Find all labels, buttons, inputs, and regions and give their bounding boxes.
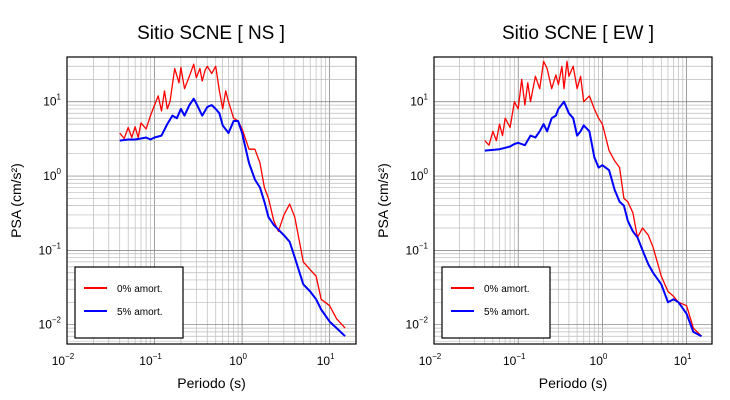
y-tick-label: 10−1 bbox=[39, 241, 62, 257]
plot-frame bbox=[66, 56, 357, 345]
x-axis-label: Periodo (s) bbox=[539, 375, 607, 391]
series-line-undamped bbox=[484, 60, 702, 337]
legend-label: 5% amort. bbox=[484, 307, 530, 318]
x-tick-label: 101 bbox=[317, 352, 335, 368]
y-tick-label: 10−1 bbox=[406, 241, 429, 257]
y-tick-label: 10−2 bbox=[39, 316, 62, 332]
legend-box bbox=[441, 266, 551, 339]
gridlines bbox=[67, 57, 356, 344]
y-axis-label: PSA (cm/s²) bbox=[8, 163, 24, 238]
series-line-undamped bbox=[119, 63, 346, 329]
x-tick-label: 101 bbox=[674, 352, 692, 368]
y-tick-label: 100 bbox=[410, 167, 428, 183]
legend: 0% amort. 5% amort. bbox=[74, 266, 184, 339]
y-tick-label: 101 bbox=[410, 93, 428, 109]
chart-panel-1: 10−2 10−1 100 101 10−2 10−1 100 101 Sitio SCNE [… bbox=[8, 23, 357, 391]
x-tick-label: 100 bbox=[229, 352, 247, 368]
y-tick-label: 101 bbox=[43, 93, 61, 109]
x-axis-label: Periodo (s) bbox=[177, 375, 245, 391]
legend-label: 0% amort. bbox=[117, 284, 163, 295]
chart-panel-2: 10−2 10−1 100 101 10−2 10−1 100 101 Sitio SCNE [… bbox=[375, 23, 713, 391]
series-line-damped bbox=[119, 97, 346, 337]
y-axis-label: PSA (cm/s²) bbox=[375, 163, 391, 238]
y-tick-label: 100 bbox=[43, 167, 61, 183]
x-tick-label: 10−2 bbox=[419, 352, 442, 368]
legend-box bbox=[74, 266, 184, 339]
chart-title: Sitio SCNE [ NS ] bbox=[137, 23, 285, 44]
legend: 0% amort. 5% amort. bbox=[441, 266, 551, 339]
chart-title: Sitio SCNE [ EW ] bbox=[502, 23, 654, 44]
plot-frame bbox=[433, 56, 713, 345]
series-line-damped bbox=[484, 100, 702, 338]
x-tick-label: 10−1 bbox=[503, 352, 526, 368]
x-tick-label: 10−1 bbox=[139, 352, 162, 368]
legend-label: 0% amort. bbox=[484, 284, 530, 295]
legend-label: 5% amort. bbox=[117, 307, 163, 318]
x-tick-label: 100 bbox=[590, 352, 608, 368]
y-tick-label: 10−2 bbox=[406, 316, 429, 332]
x-tick-label: 10−2 bbox=[52, 352, 75, 368]
